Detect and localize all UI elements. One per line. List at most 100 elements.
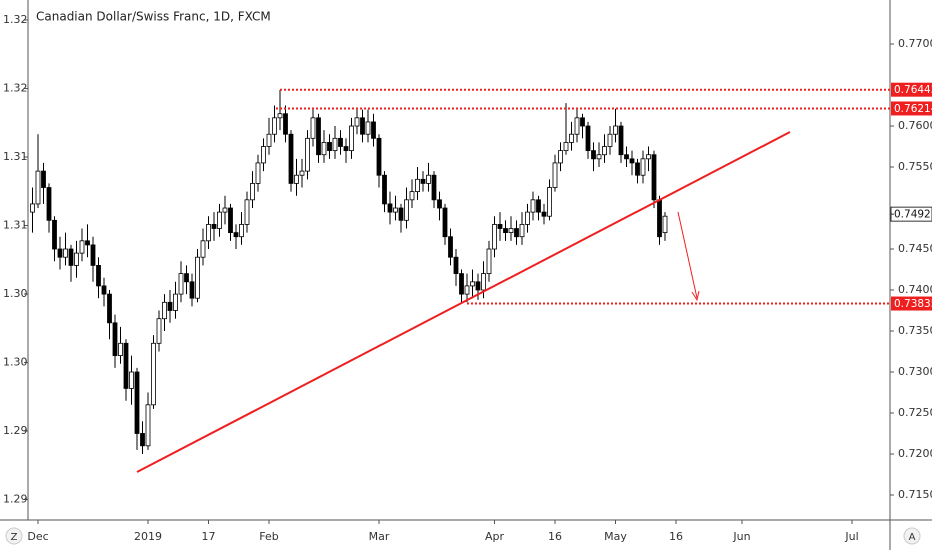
candle-body bbox=[459, 273, 464, 295]
candle-body bbox=[299, 170, 305, 176]
candle-body bbox=[431, 174, 437, 201]
plot bbox=[30, 89, 668, 454]
level-label: 0.76214 bbox=[894, 103, 932, 115]
candle-body bbox=[200, 240, 206, 258]
candle-body bbox=[211, 224, 217, 229]
candle-body bbox=[140, 433, 145, 447]
candle-body bbox=[602, 146, 607, 156]
candle-body bbox=[613, 125, 618, 135]
candle-body bbox=[112, 322, 118, 357]
candle-body bbox=[420, 178, 426, 184]
candle-body bbox=[239, 224, 244, 238]
candle-body bbox=[68, 248, 74, 266]
x-tick-label: 16 bbox=[669, 530, 683, 543]
candle-body bbox=[497, 224, 503, 229]
candle-body bbox=[376, 137, 382, 176]
candle-body bbox=[365, 121, 371, 135]
x-tick-label: 16 bbox=[548, 530, 562, 543]
trend-line bbox=[136, 131, 791, 473]
candle-body bbox=[541, 211, 547, 217]
candle-body bbox=[272, 117, 277, 135]
candle-body bbox=[244, 199, 250, 225]
candle-body bbox=[129, 371, 134, 389]
candle-body bbox=[607, 133, 613, 147]
candle-body bbox=[596, 154, 602, 160]
candle-body bbox=[310, 117, 316, 139]
candle-body bbox=[387, 203, 393, 213]
chart-title: Canadian Dollar/Swiss Franc, 1D, FXCM bbox=[36, 10, 271, 24]
x-tick-label: Apr bbox=[485, 530, 505, 543]
candle-body bbox=[492, 224, 497, 250]
candle-body bbox=[354, 117, 360, 127]
candle-body bbox=[635, 162, 640, 176]
candle-body bbox=[470, 281, 475, 287]
candle-body bbox=[41, 170, 46, 188]
level-label-box bbox=[891, 296, 932, 311]
candle-body bbox=[657, 199, 662, 238]
y2-tick-label: 1.30 bbox=[3, 287, 28, 300]
x-tick-label: Jul bbox=[844, 530, 858, 543]
candle-body bbox=[585, 125, 591, 152]
candle-body bbox=[30, 203, 35, 213]
candle-body bbox=[189, 281, 195, 299]
candle-body bbox=[283, 113, 288, 135]
candle-body bbox=[85, 240, 90, 246]
candle-body bbox=[508, 228, 514, 234]
candle-body bbox=[332, 137, 338, 152]
x-tick-label: Jun bbox=[732, 530, 750, 543]
x-tick-label: 2019 bbox=[134, 530, 162, 543]
candle-body bbox=[228, 207, 233, 234]
candle-body bbox=[52, 219, 57, 250]
candle-body bbox=[525, 211, 530, 225]
auto-scale-button[interactable] bbox=[903, 527, 921, 545]
candle-body bbox=[343, 146, 349, 152]
y-tick-label: 0.72500 bbox=[898, 406, 932, 419]
y-tick-label: 0.77000 bbox=[898, 37, 932, 50]
y-tick-label: 0.74000 bbox=[898, 283, 932, 296]
x-tick-label: Dec bbox=[27, 530, 48, 543]
y-tick-label: 0.76000 bbox=[898, 119, 932, 132]
level-label-box bbox=[891, 82, 932, 97]
candle-body bbox=[151, 342, 156, 406]
candle-body bbox=[580, 117, 585, 127]
candle-body bbox=[250, 183, 255, 201]
candle-body bbox=[360, 117, 365, 135]
x-tick-label: May bbox=[604, 530, 627, 543]
candle-body bbox=[145, 404, 151, 447]
y-tick-label: 0.74500 bbox=[898, 242, 932, 255]
candle-body bbox=[398, 207, 404, 221]
candle-body bbox=[574, 117, 580, 135]
candle-body bbox=[640, 158, 646, 176]
y-tick-label: 0.72000 bbox=[898, 447, 932, 460]
y2-tick-label: 1.30 bbox=[3, 355, 28, 368]
candle-body bbox=[233, 232, 239, 238]
candle-body bbox=[118, 342, 123, 357]
candle-body bbox=[629, 158, 635, 164]
candle-body bbox=[624, 154, 629, 160]
y-tick-label: 0.73500 bbox=[898, 324, 932, 337]
candle-body bbox=[101, 285, 107, 295]
candle-body bbox=[184, 273, 189, 283]
candle-body bbox=[464, 285, 470, 295]
zoom-button-label[interactable]: Z bbox=[11, 532, 18, 543]
candle-body bbox=[167, 301, 173, 311]
auto-scale-button-label[interactable]: A bbox=[909, 532, 916, 543]
candle-body bbox=[437, 199, 442, 209]
last-price-label: 0.74925 bbox=[894, 209, 932, 221]
candle-body bbox=[107, 293, 112, 324]
candle-body bbox=[651, 154, 657, 201]
x-tick-label: 17 bbox=[202, 530, 216, 543]
candle-body bbox=[134, 371, 140, 434]
y2-tick-label: 1.31 bbox=[3, 150, 28, 163]
candle-body bbox=[206, 224, 211, 242]
candle-body bbox=[503, 228, 508, 234]
candle-body bbox=[453, 256, 459, 275]
zoom-button[interactable] bbox=[5, 527, 23, 545]
x-tick-label: Feb bbox=[259, 530, 278, 543]
candle-body bbox=[74, 252, 79, 266]
candle-body bbox=[222, 207, 228, 213]
candle-body bbox=[349, 125, 354, 152]
candle-body bbox=[530, 199, 536, 213]
candle-body bbox=[266, 133, 272, 147]
candle-body bbox=[563, 142, 569, 152]
